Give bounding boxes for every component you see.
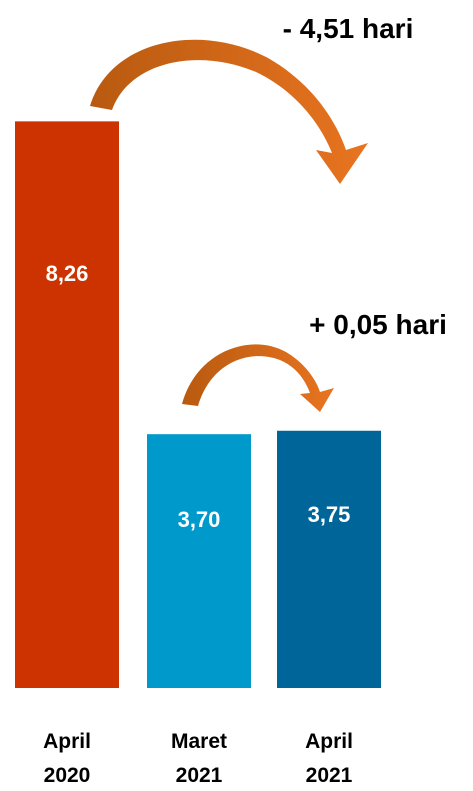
- x-tick-label-0-line2: 2020: [44, 764, 91, 787]
- x-tick-label-2-line2: 2021: [306, 764, 353, 787]
- x-tick-label-1-line2: 2021: [176, 764, 223, 787]
- data-label-1: 3,70: [178, 507, 221, 532]
- change-annotation-0: - 4,51 hari: [283, 13, 414, 44]
- bar-0: [15, 121, 119, 688]
- x-tick-label-2-line1: April: [305, 730, 353, 753]
- data-label-2: 3,75: [308, 502, 351, 527]
- data-label-0: 8,26: [46, 261, 89, 286]
- x-tick-label-0-line1: April: [43, 730, 91, 753]
- bar-1: [147, 434, 251, 688]
- curved-arrow-0: [90, 39, 368, 184]
- x-tick-label-1-line1: Maret: [171, 730, 227, 753]
- change-annotation-1: + 0,05 hari: [309, 309, 447, 340]
- curved-arrow-1: [182, 344, 334, 412]
- bar-2: [277, 430, 381, 688]
